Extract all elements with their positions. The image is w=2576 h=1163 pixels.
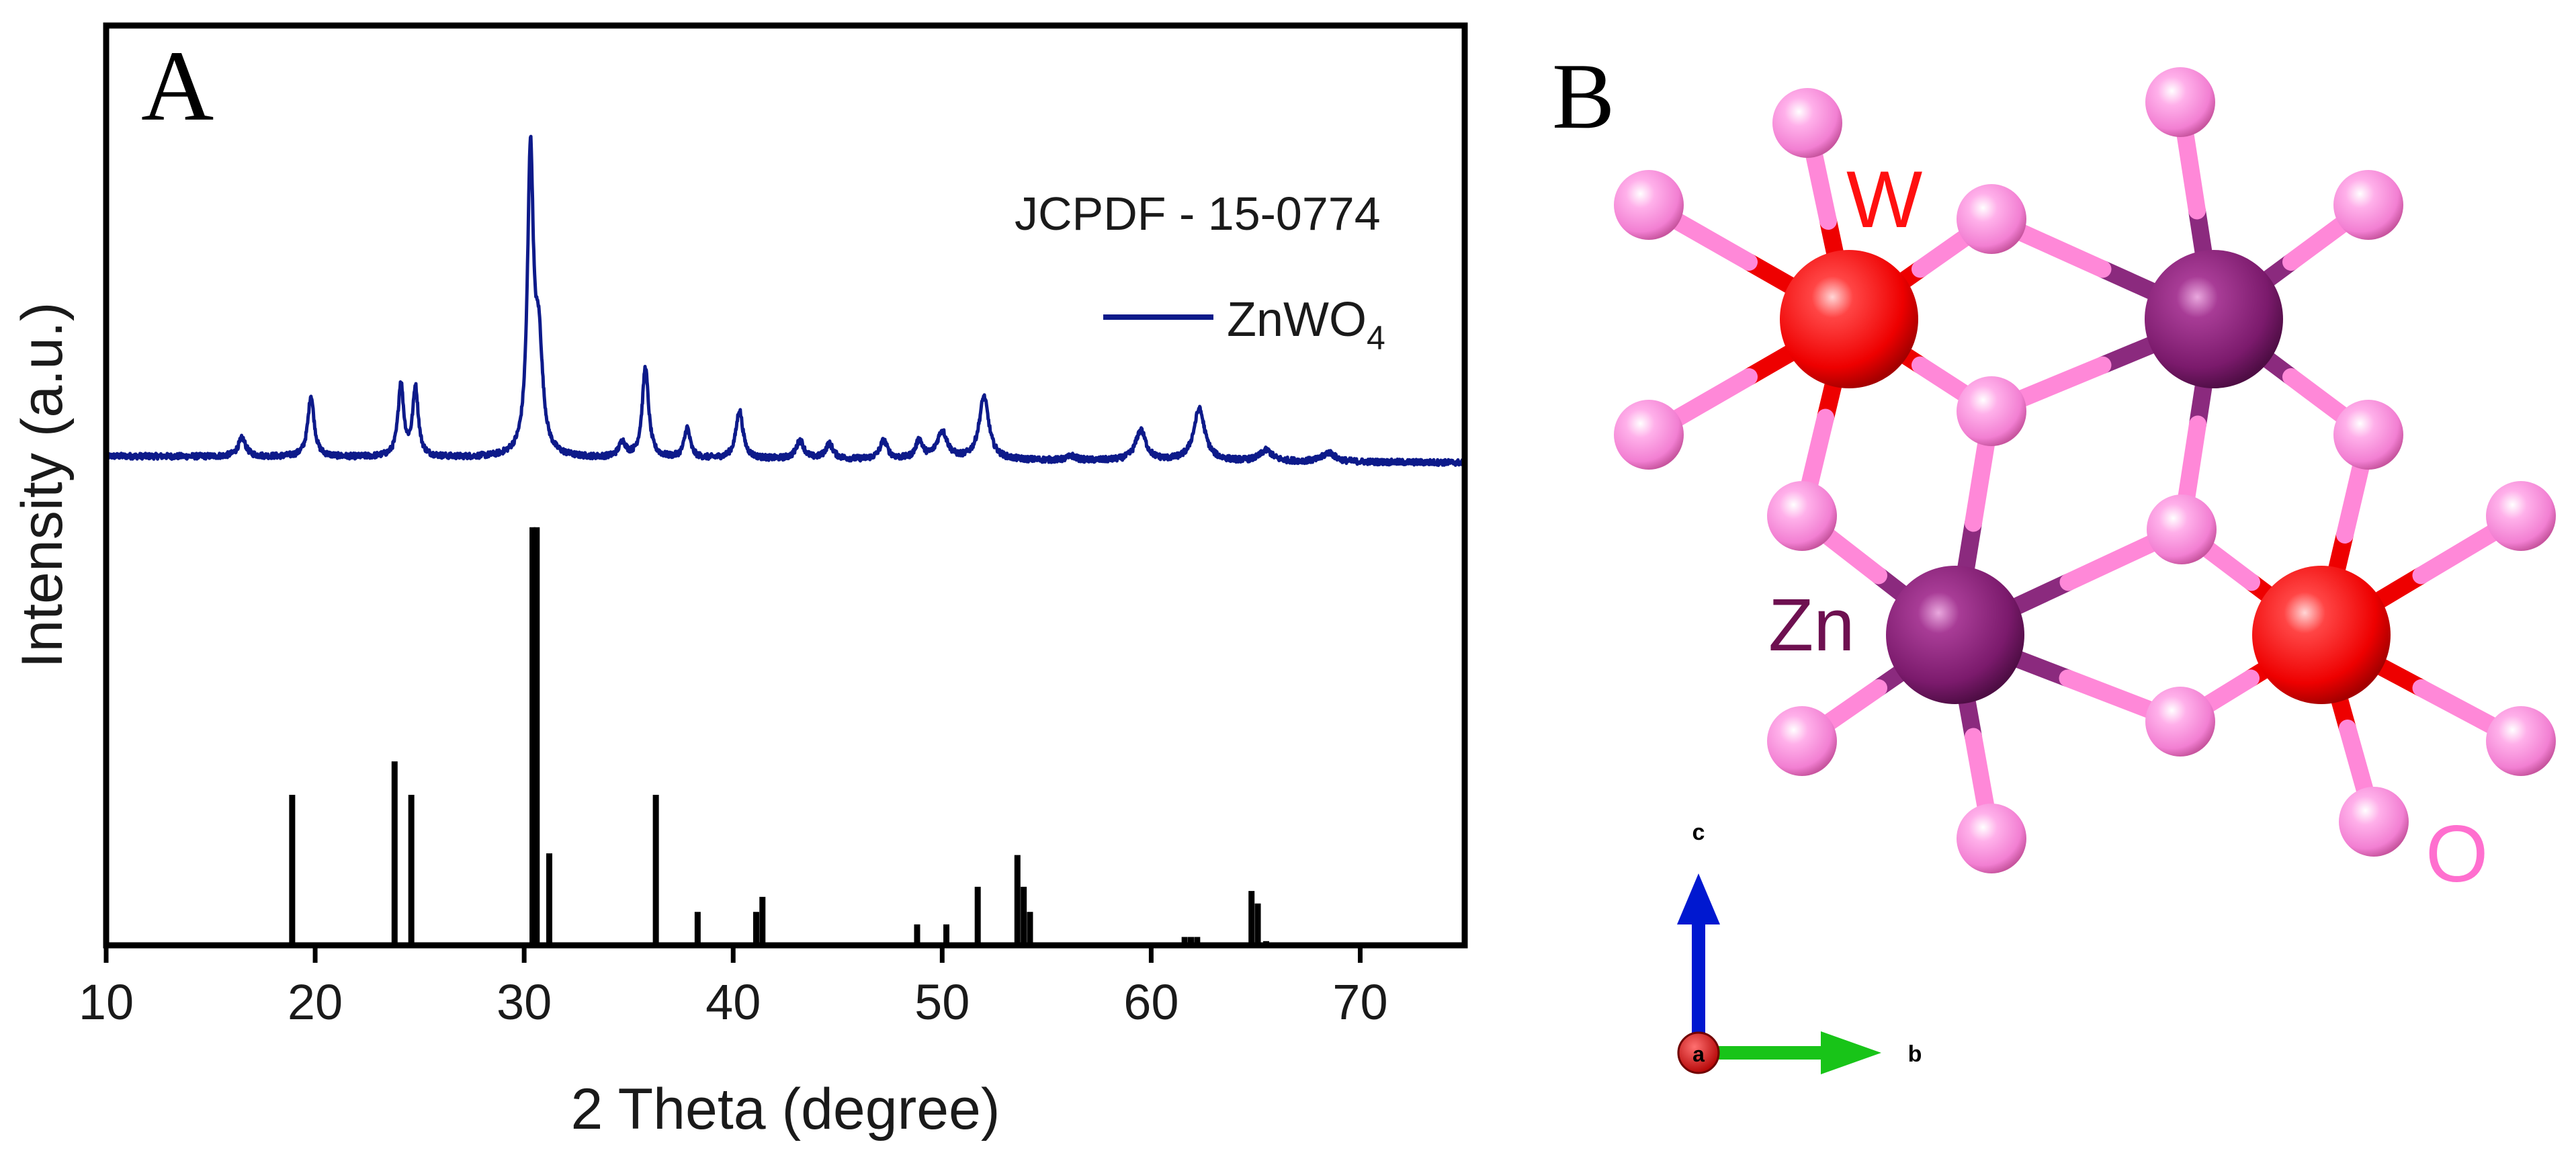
c-axis-label: c <box>1692 820 1705 845</box>
atoms <box>1614 67 2556 873</box>
o-atom <box>2486 706 2556 776</box>
xrd-pattern-line <box>104 134 1467 468</box>
a-axis-marker <box>1677 1031 1720 1074</box>
a-axis-label: a <box>1692 1042 1705 1066</box>
x-tick-label: 10 <box>79 974 134 1030</box>
o-atom <box>1957 804 2026 873</box>
o-atom <box>1614 400 1684 470</box>
w-atom <box>1780 250 1918 388</box>
panel-a-letter: A <box>141 30 214 142</box>
legend: ZnWO4 <box>1103 293 1385 357</box>
reference-annotation: JCPDF - 15-0774 <box>1015 187 1381 240</box>
o-atom <box>2145 687 2215 757</box>
x-tick-label: 70 <box>1332 974 1387 1030</box>
y-axis-title: Intensity (a.u.) <box>10 302 75 669</box>
o-atom <box>1767 706 1837 776</box>
reference-sticks <box>289 527 1269 945</box>
x-tick-label: 50 <box>914 974 970 1030</box>
o-atom <box>1614 170 1684 240</box>
axis-triad: c b a <box>1677 820 1922 1074</box>
plot-frame <box>103 22 1468 949</box>
x-axis-ticks: 10 20 30 40 50 60 70 <box>79 945 1388 1030</box>
zn-atom <box>1886 566 2024 704</box>
x-tick-label: 40 <box>705 974 761 1030</box>
b-axis-arrow-head <box>1821 1031 1881 1074</box>
panel-b-crystal-structure: B W Zn O c b a <box>1552 44 2556 1074</box>
x-axis-title: 2 Theta (degree) <box>570 1077 1000 1142</box>
w-atom-label: W <box>1846 155 1922 245</box>
x-tick-label: 60 <box>1123 974 1178 1030</box>
o-atom <box>1772 88 1842 158</box>
panel-b-letter: B <box>1552 44 1615 148</box>
w-atom <box>2252 566 2391 704</box>
x-tick-label: 20 <box>288 974 343 1030</box>
o-atom <box>2339 787 2409 857</box>
b-axis-label: b <box>1908 1041 1922 1067</box>
legend-label: ZnWO4 <box>1227 293 1385 357</box>
panel-a: 10 20 30 40 50 60 70 A JCPDF - 15-0774 ZnWO4 2… <box>10 22 1468 1142</box>
c-axis-arrow-head <box>1677 873 1720 924</box>
o-atom-label: O <box>2425 809 2488 899</box>
o-atom <box>1957 184 2026 254</box>
zn-atom <box>2145 250 2283 388</box>
o-atom <box>2486 481 2556 551</box>
o-atom <box>1767 481 1837 551</box>
o-atom <box>2333 170 2403 240</box>
o-atom <box>2333 400 2403 470</box>
o-atom <box>2147 494 2217 564</box>
o-atom <box>1957 376 2026 446</box>
o-atom <box>2145 67 2215 137</box>
zn-atom-label: Zn <box>1768 584 1854 666</box>
x-tick-label: 30 <box>497 974 552 1030</box>
